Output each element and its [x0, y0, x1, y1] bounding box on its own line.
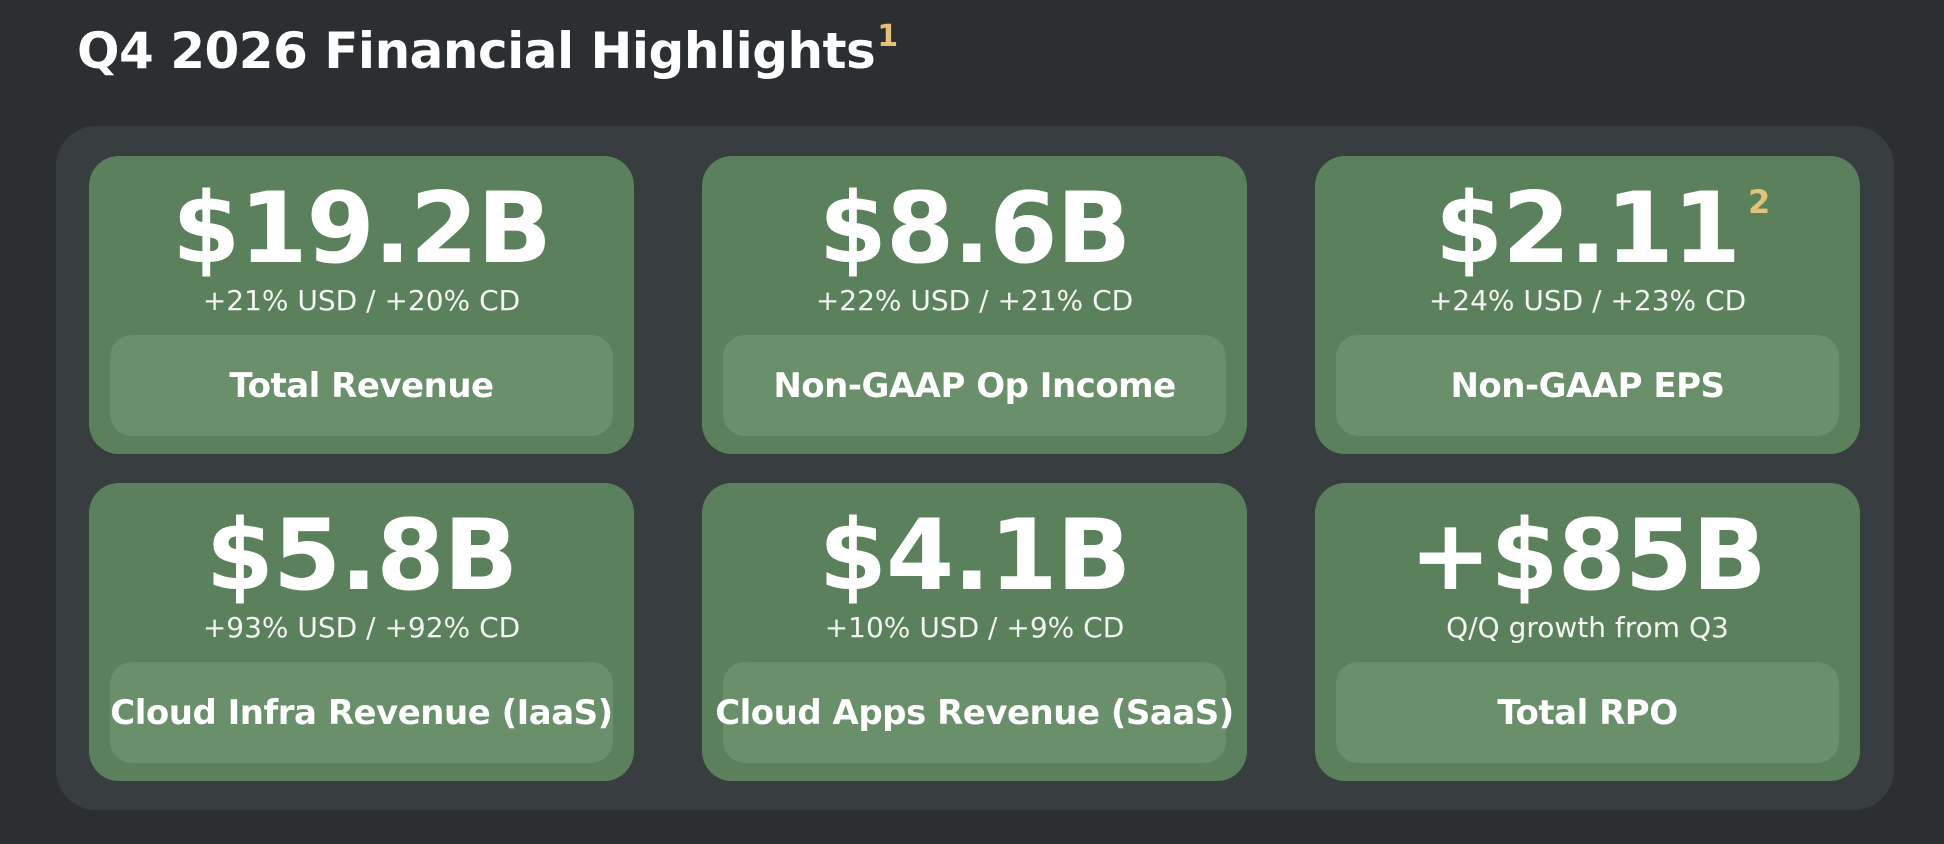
page-title-text: Q4 2026 Financial Highlights	[77, 22, 876, 80]
metric-label-box: Non-GAAP EPS	[1336, 335, 1839, 436]
metric-label-box: Total Revenue	[110, 335, 613, 436]
metric-growth: +10% USD / +9% CD	[824, 611, 1125, 644]
metric-label: Non-GAAP Op Income	[773, 365, 1176, 406]
metric-label: Total RPO	[1497, 692, 1678, 733]
card-non-gaap-eps: $2.11 2 +24% USD / +23% CD Non-GAAP EPS	[1315, 156, 1860, 454]
card-cloud-apps-revenue: $4.1B +10% USD / +9% CD Cloud Apps Reven…	[702, 483, 1247, 781]
metric-label: Cloud Infra Revenue (IaaS)	[110, 692, 613, 733]
metric-value-text: $19.2B	[172, 172, 552, 286]
metric-value-text: $4.1B	[818, 499, 1131, 613]
page-title: Q4 2026 Financial Highlights1	[77, 19, 898, 80]
metric-label: Non-GAAP EPS	[1450, 365, 1725, 406]
metric-value: $2.11 2	[1315, 174, 1860, 284]
title-footnote-marker: 1	[877, 19, 898, 55]
metric-value: $19.2B	[89, 174, 634, 284]
card-cloud-infra-revenue: $5.8B +93% USD / +92% CD Cloud Infra Rev…	[89, 483, 634, 781]
card-total-rpo: +$85B Q/Q growth from Q3 Total RPO	[1315, 483, 1860, 781]
metric-growth: +21% USD / +20% CD	[202, 284, 521, 317]
metric-label-box: Total RPO	[1336, 662, 1839, 763]
metric-value-text: $2.11	[1435, 172, 1741, 286]
metric-label-box: Non-GAAP Op Income	[723, 335, 1226, 436]
metric-growth: Q/Q growth from Q3	[1446, 611, 1729, 644]
metric-growth: +22% USD / +21% CD	[815, 284, 1134, 317]
metric-label: Total Revenue	[229, 365, 494, 406]
metric-value-text: $8.6B	[818, 172, 1131, 286]
metric-label: Cloud Apps Revenue (SaaS)	[715, 692, 1234, 733]
highlights-panel: $19.2B +21% USD / +20% CD Total Revenue …	[56, 126, 1894, 810]
card-total-revenue: $19.2B +21% USD / +20% CD Total Revenue	[89, 156, 634, 454]
metric-value: +$85B	[1315, 501, 1860, 611]
card-non-gaap-op-income: $8.6B +22% USD / +21% CD Non-GAAP Op Inc…	[702, 156, 1247, 454]
metric-label-box: Cloud Infra Revenue (IaaS)	[110, 662, 613, 763]
metric-label-box: Cloud Apps Revenue (SaaS)	[715, 662, 1234, 763]
metric-growth: +24% USD / +23% CD	[1428, 284, 1747, 317]
metric-value: $5.8B	[89, 501, 634, 611]
metric-value-text: +$85B	[1409, 499, 1766, 613]
metric-value-text: $5.8B	[205, 499, 518, 613]
eps-footnote-marker: 2	[1747, 183, 1770, 221]
metric-value: $4.1B	[702, 501, 1247, 611]
metric-value: $8.6B	[702, 174, 1247, 284]
metric-growth: +93% USD / +92% CD	[202, 611, 521, 644]
